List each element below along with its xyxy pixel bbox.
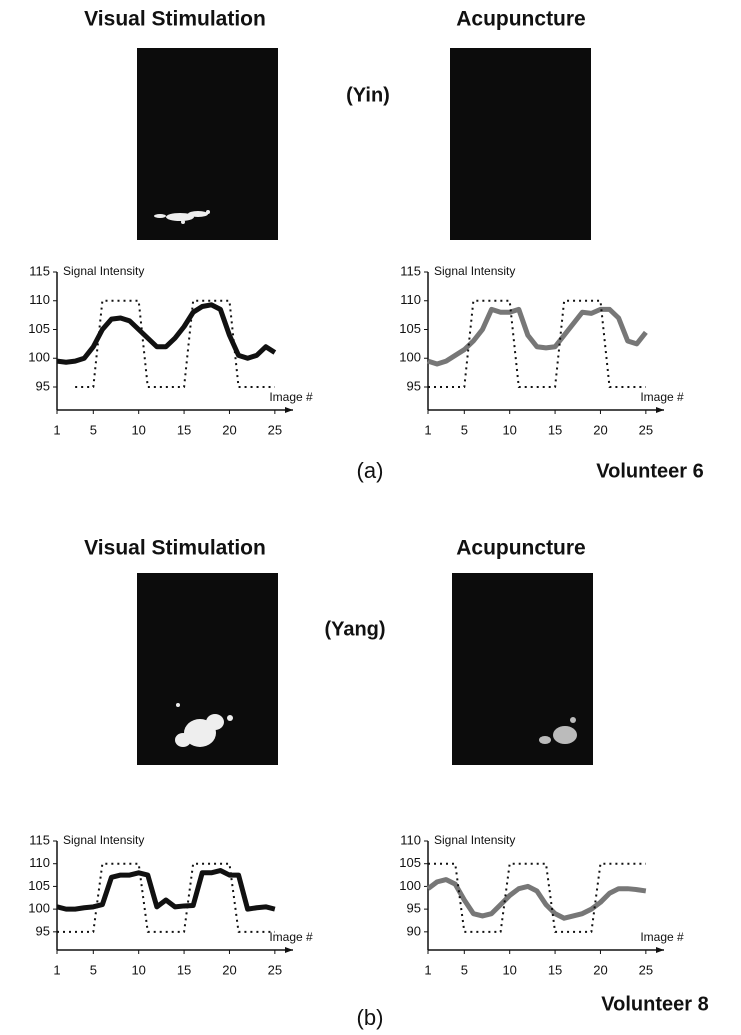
brain-image <box>450 48 591 240</box>
x-tick-label: 10 <box>502 962 516 977</box>
x-tick-label: 5 <box>461 962 468 977</box>
signal-line <box>428 309 646 364</box>
y-tick-label: 110 <box>29 855 50 870</box>
y-tick-label: 100 <box>399 878 421 893</box>
y-tick-label: 100 <box>399 350 421 365</box>
x-axis-label: Image # <box>640 390 684 404</box>
x-tick-label: 5 <box>461 422 468 437</box>
x-tick-label: 1 <box>53 962 60 977</box>
x-tick-label: 25 <box>268 422 282 437</box>
y-tick-label: 105 <box>399 321 421 336</box>
panel-label: (a) <box>357 458 384 483</box>
signal-line <box>57 871 275 910</box>
y-tick-label: 95 <box>407 378 421 393</box>
axis-arrow <box>285 947 293 953</box>
y-tick-label: 100 <box>28 901 50 916</box>
left-title: Visual Stimulation <box>84 8 266 31</box>
right-title: Acupuncture <box>456 8 586 31</box>
y-tick-label: 110 <box>400 832 421 847</box>
stimulus-line <box>75 301 275 387</box>
x-axis-label: Image # <box>269 930 313 944</box>
figure: Visual Stimulation Acupuncture (Yin) (a)… <box>0 0 741 1035</box>
x-tick-label: 5 <box>90 422 97 437</box>
x-axis-label: Image # <box>269 390 313 404</box>
volunteer: Volunteer 8 <box>601 993 708 1015</box>
x-axis-label: Image # <box>640 930 684 944</box>
y-tick-label: 95 <box>407 901 421 916</box>
x-tick-label: 10 <box>131 422 145 437</box>
y-tick-label: 115 <box>29 832 50 847</box>
x-tick-label: 15 <box>548 422 562 437</box>
x-tick-label: 15 <box>177 962 191 977</box>
y-tick-label: 115 <box>29 263 50 278</box>
y-tick-label: 105 <box>28 878 50 893</box>
volunteer: Volunteer 6 <box>596 460 703 482</box>
condition: (Yang) <box>324 618 385 640</box>
axis-arrow <box>285 407 293 413</box>
x-tick-label: 1 <box>424 422 431 437</box>
x-tick-label: 20 <box>222 962 236 977</box>
x-tick-label: 20 <box>222 422 236 437</box>
y-tick-label: 110 <box>400 292 421 307</box>
signal-line <box>428 880 646 919</box>
y-axis-label: Signal Intensity <box>63 833 144 847</box>
y-tick-label: 90 <box>407 923 421 938</box>
stimulus-line <box>428 864 646 932</box>
y-tick-label: 100 <box>28 350 50 365</box>
panel-label: (b) <box>357 1005 384 1030</box>
condition: (Yin) <box>346 84 390 106</box>
x-tick-label: 15 <box>548 962 562 977</box>
x-tick-label: 25 <box>639 962 653 977</box>
y-axis-label: Signal Intensity <box>434 833 515 847</box>
y-tick-label: 110 <box>29 292 50 307</box>
y-axis-label: Signal Intensity <box>434 264 515 278</box>
x-tick-label: 20 <box>593 422 607 437</box>
y-tick-label: 105 <box>399 855 421 870</box>
y-tick-label: 95 <box>36 923 50 938</box>
axis-arrow <box>656 407 664 413</box>
x-tick-label: 5 <box>90 962 97 977</box>
y-axis-label: Signal Intensity <box>63 264 144 278</box>
x-tick-label: 10 <box>502 422 516 437</box>
y-tick-label: 95 <box>36 378 50 393</box>
x-tick-label: 20 <box>593 962 607 977</box>
left-title: Visual Stimulation <box>84 537 266 560</box>
x-tick-label: 25 <box>268 962 282 977</box>
axis-arrow <box>656 947 664 953</box>
x-tick-label: 1 <box>424 962 431 977</box>
x-tick-label: 1 <box>53 422 60 437</box>
x-tick-label: 15 <box>177 422 191 437</box>
signal-line <box>57 305 275 363</box>
y-tick-label: 105 <box>28 321 50 336</box>
x-tick-label: 25 <box>639 422 653 437</box>
y-tick-label: 115 <box>400 263 421 278</box>
x-tick-label: 10 <box>131 962 145 977</box>
right-title: Acupuncture <box>456 537 586 560</box>
